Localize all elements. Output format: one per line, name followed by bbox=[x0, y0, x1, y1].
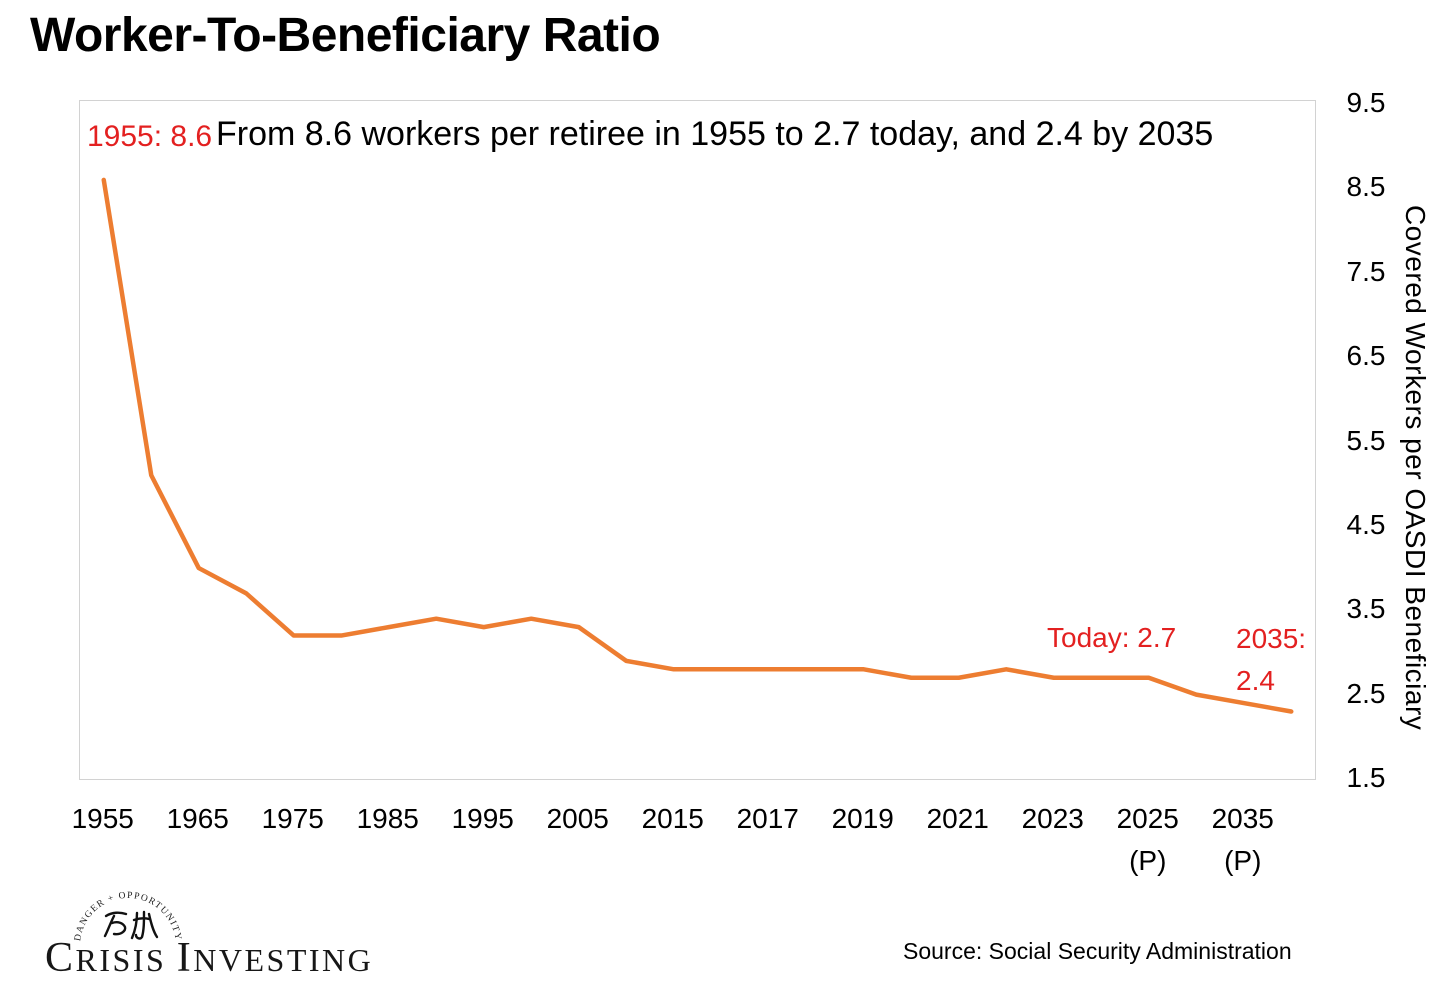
x-axis-tick-label: 2021 bbox=[903, 800, 1013, 838]
x-tick-year: 1995 bbox=[451, 803, 514, 834]
logo-arc-text: DANGER + OPPORTUNITY bbox=[73, 891, 183, 942]
y-axis-tick-label: 4.5 bbox=[1346, 508, 1386, 540]
chart-plot-area: 1955: 8.6 From 8.6 workers per retiree i… bbox=[79, 100, 1316, 780]
y-axis-tick-label: 2.5 bbox=[1346, 677, 1386, 709]
x-tick-year: 1985 bbox=[356, 803, 419, 834]
line-chart bbox=[101, 177, 1294, 714]
x-axis-tick-label: 1985 bbox=[333, 800, 443, 838]
x-axis-tick-label: 2015 bbox=[618, 800, 728, 838]
y-axis-tick-label: 3.5 bbox=[1346, 593, 1386, 625]
x-axis-tick-label: 2019 bbox=[808, 800, 918, 838]
annotation-2035-value: 2035: 2.4 bbox=[1236, 618, 1306, 702]
crisis-investing-logo: DANGER + OPPORTUNITY CRISIS INVESTING bbox=[45, 891, 373, 981]
y-axis-tick-label: 1.5 bbox=[1346, 762, 1386, 793]
x-axis-tick-label: 2023 bbox=[998, 800, 1108, 838]
x-tick-projected-flag: (P) bbox=[1129, 845, 1167, 876]
x-tick-year: 1965 bbox=[166, 803, 229, 834]
y-axis-tick-label: 7.5 bbox=[1346, 255, 1386, 287]
annotation-today-value: Today: 2.7 bbox=[1047, 622, 1177, 653]
x-tick-year: 2015 bbox=[641, 803, 704, 834]
chart-subtitle: From 8.6 workers per retiree in 1955 to … bbox=[216, 115, 1214, 153]
x-tick-year: 2023 bbox=[1021, 803, 1084, 834]
x-tick-year: 2005 bbox=[546, 803, 609, 834]
x-tick-year: 2035 bbox=[1211, 803, 1274, 834]
annotation-2035-line2: 2.4 bbox=[1236, 665, 1275, 696]
x-tick-projected-flag: (P) bbox=[1224, 845, 1262, 876]
y-axis-tick-label: 8.5 bbox=[1346, 171, 1386, 203]
logo-wordmark: CRISIS INVESTING bbox=[45, 935, 373, 981]
x-tick-year: 2025 bbox=[1116, 803, 1179, 834]
x-tick-year: 2021 bbox=[926, 803, 989, 834]
x-tick-year: 1975 bbox=[261, 803, 324, 834]
x-axis-tick-label: 2025 (P) bbox=[1093, 800, 1203, 884]
y-axis-tick-label: 5.5 bbox=[1346, 424, 1386, 456]
x-axis-tick-label: 2005 bbox=[523, 800, 633, 838]
y-axis-tick-label: 6.5 bbox=[1346, 340, 1386, 372]
x-axis-tick-label: 2035 (P) bbox=[1188, 800, 1298, 884]
ratio-line-series bbox=[101, 177, 1294, 714]
y-axis-tick-label: 9.5 bbox=[1346, 87, 1386, 118]
page-title: Worker-To-Beneficiary Ratio bbox=[30, 9, 661, 62]
x-axis-tick-label: 1955 bbox=[48, 800, 158, 838]
x-axis-tick-label: 1965 bbox=[143, 800, 253, 838]
annotation-1955-value: 1955: 8.6 bbox=[87, 120, 213, 153]
annotation-2035-line1: 2035: bbox=[1236, 623, 1307, 654]
x-tick-year: 2017 bbox=[736, 803, 799, 834]
y-axis-title: Covered Workers per OASDI Beneficiary bbox=[1400, 204, 1431, 731]
source-note: Source: Social Security Administration bbox=[903, 938, 1292, 964]
x-tick-year: 1955 bbox=[71, 803, 134, 834]
x-axis-tick-label: 1995 bbox=[428, 800, 538, 838]
logo-cjk-calligraphy-icon bbox=[103, 910, 159, 940]
x-axis-tick-label: 1975 bbox=[238, 800, 348, 838]
x-tick-year: 2019 bbox=[831, 803, 894, 834]
x-axis-tick-label: 2017 bbox=[713, 800, 823, 838]
